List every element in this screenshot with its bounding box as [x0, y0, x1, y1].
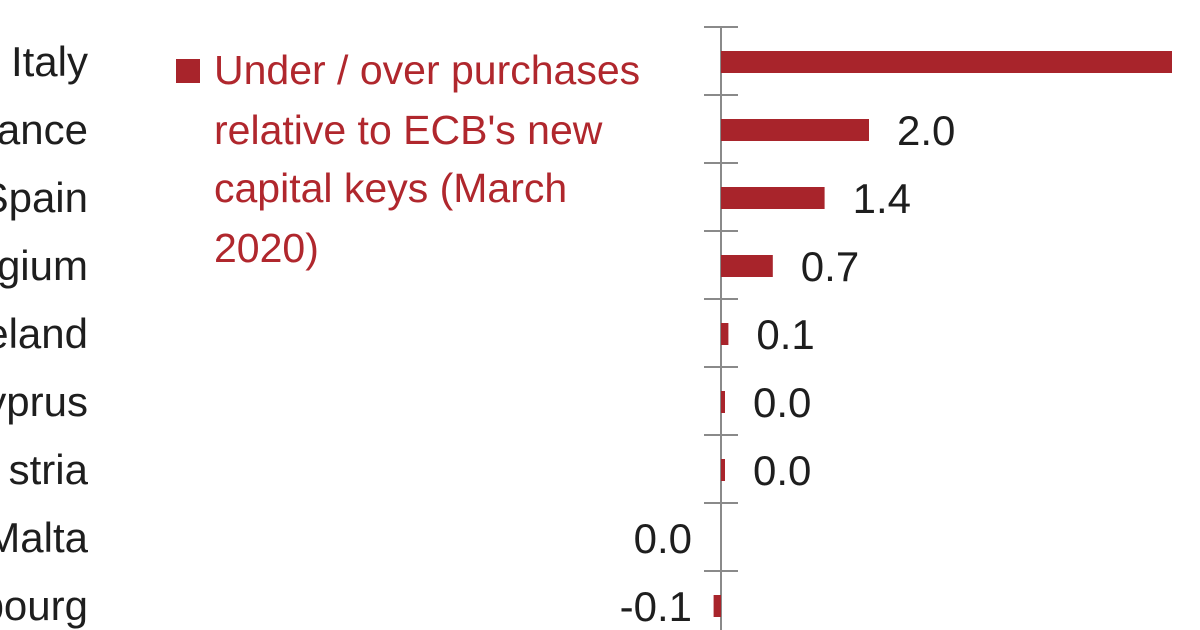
- labels-layer: Italy ance 2.0 Spain 1.4 gium 0.7 eland 0.1 yprus…: [0, 38, 955, 630]
- legend-line-4: 2020): [214, 225, 319, 271]
- legend-line-3: capital keys (March: [214, 165, 567, 211]
- value-label-spain: 1.4: [853, 175, 911, 222]
- category-label-italy: Italy: [11, 38, 88, 85]
- bar-austria: [721, 459, 725, 481]
- category-label-france: ance: [0, 106, 88, 153]
- category-label-austria: stria: [9, 446, 89, 493]
- bar-italy: [721, 51, 1172, 73]
- bar-luxembourg: [713, 595, 721, 617]
- value-label-cyprus: 0.0: [753, 379, 811, 426]
- category-label-cyprus: yprus: [0, 378, 88, 425]
- bar-cyprus: [721, 391, 725, 413]
- value-label-luxembourg: -0.1: [620, 583, 692, 630]
- category-label-ireland: eland: [0, 310, 88, 357]
- value-label-malta: 0.0: [634, 515, 692, 562]
- category-label-luxembourg: bourg: [0, 582, 88, 629]
- bar-belgium: [721, 255, 773, 277]
- legend-line-2: relative to ECB's new: [214, 107, 603, 153]
- bars-layer: [713, 51, 1172, 617]
- legend-line-1: Under / over purchases: [214, 47, 640, 93]
- value-label-austria: 0.0: [753, 447, 811, 494]
- category-label-malta: Malta: [0, 514, 89, 561]
- category-label-belgium: gium: [0, 242, 88, 289]
- category-label-spain: Spain: [0, 174, 88, 221]
- legend: Under / over purchases relative to ECB's…: [176, 47, 640, 271]
- legend-swatch: [176, 59, 200, 83]
- bar-ireland: [721, 323, 729, 345]
- value-label-belgium: 0.7: [801, 243, 859, 290]
- bar-spain: [721, 187, 825, 209]
- bar-france: [721, 119, 869, 141]
- value-label-ireland: 0.1: [756, 311, 814, 358]
- value-label-france: 2.0: [897, 107, 955, 154]
